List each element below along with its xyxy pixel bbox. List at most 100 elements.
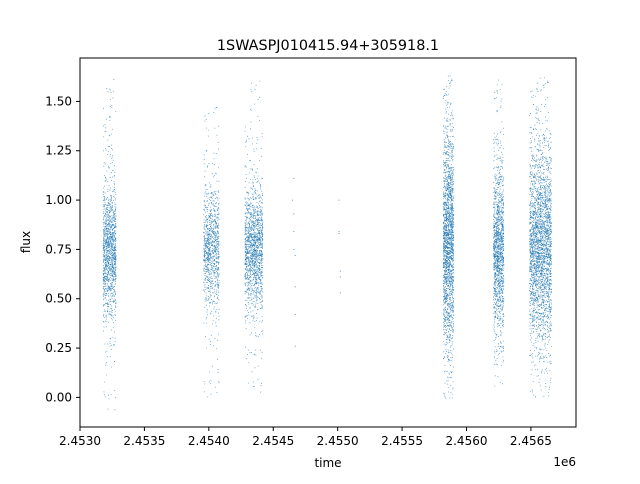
- data-point: [104, 226, 106, 227]
- data-point: [111, 228, 113, 230]
- data-point: [447, 202, 449, 204]
- data-point: [106, 239, 108, 241]
- data-point: [111, 239, 112, 241]
- data-point: [257, 195, 259, 197]
- data-point: [103, 208, 105, 210]
- data-point: [260, 260, 262, 262]
- data-point: [114, 171, 116, 173]
- data-point: [212, 280, 214, 282]
- data-point: [204, 251, 206, 253]
- data-point: [210, 250, 212, 252]
- data-point: [218, 285, 220, 287]
- data-point: [110, 272, 112, 274]
- data-point: [205, 119, 207, 121]
- data-point: [246, 297, 248, 299]
- data-point: [248, 268, 250, 269]
- data-point: [215, 253, 217, 255]
- data-point: [258, 197, 260, 199]
- data-point: [206, 317, 208, 319]
- data-point: [445, 228, 447, 230]
- data-point: [209, 252, 211, 254]
- data-point: [103, 191, 105, 193]
- data-point: [248, 198, 250, 199]
- data-point: [114, 255, 116, 256]
- data-point: [444, 382, 446, 384]
- data-point: [246, 299, 248, 301]
- data-point: [246, 207, 248, 209]
- data-point: [443, 219, 445, 221]
- data-point: [114, 260, 116, 262]
- data-point: [256, 271, 258, 273]
- data-point: [256, 136, 258, 138]
- data-point: [209, 246, 211, 248]
- data-point: [114, 219, 116, 220]
- data-point: [245, 180, 246, 182]
- data-point: [255, 225, 257, 227]
- data-point: [246, 318, 248, 320]
- data-point: [447, 334, 449, 336]
- data-point: [217, 231, 219, 233]
- data-point: [248, 247, 250, 249]
- data-point: [245, 227, 247, 229]
- data-point: [209, 312, 211, 314]
- data-point: [109, 260, 111, 262]
- data-point: [110, 210, 112, 212]
- data-point: [253, 250, 255, 252]
- data-point: [109, 278, 110, 280]
- data-point: [216, 279, 218, 281]
- data-point: [211, 256, 213, 258]
- data-point: [214, 278, 216, 279]
- data-point: [256, 295, 257, 297]
- data-point: [106, 197, 108, 198]
- data-point: [260, 228, 262, 230]
- data-point: [110, 234, 112, 235]
- data-point: [443, 248, 445, 249]
- data-point: [448, 331, 449, 333]
- data-point: [105, 302, 107, 304]
- data-point: [449, 272, 451, 274]
- data-point: [111, 311, 113, 313]
- data-point: [104, 233, 106, 234]
- data-point: [205, 254, 206, 256]
- data-point: [109, 248, 111, 250]
- data-point: [246, 177, 248, 179]
- data-point: [108, 230, 110, 232]
- data-point: [114, 210, 116, 212]
- data-point: [256, 269, 258, 271]
- data-point: [449, 209, 451, 211]
- data-point: [105, 278, 106, 279]
- data-point: [109, 288, 111, 290]
- data-point: [104, 283, 106, 285]
- data-point: [113, 280, 115, 282]
- data-point: [104, 309, 106, 311]
- data-point: [444, 303, 446, 305]
- data-point: [445, 99, 447, 101]
- data-point: [210, 220, 212, 222]
- data-point: [107, 238, 109, 240]
- data-point: [250, 297, 252, 299]
- data-point: [450, 337, 452, 339]
- data-point: [251, 233, 253, 234]
- data-point: [108, 286, 110, 288]
- data-point: [446, 141, 447, 143]
- data-point: [245, 273, 247, 275]
- data-point: [250, 258, 252, 259]
- data-point: [114, 258, 116, 260]
- data-point: [106, 236, 108, 237]
- data-point: [446, 211, 448, 213]
- data-point: [445, 151, 447, 153]
- data-point: [108, 199, 110, 201]
- data-point: [107, 258, 109, 260]
- data-point: [247, 310, 249, 312]
- data-point: [452, 158, 454, 160]
- data-point: [251, 274, 253, 276]
- data-point: [112, 322, 114, 323]
- data-point: [104, 257, 106, 259]
- data-point: [246, 267, 248, 269]
- data-point: [106, 259, 108, 261]
- data-point: [205, 263, 206, 265]
- data-point: [452, 261, 454, 263]
- data-point: [257, 210, 259, 212]
- data-point: [251, 227, 253, 229]
- data-point: [249, 257, 251, 259]
